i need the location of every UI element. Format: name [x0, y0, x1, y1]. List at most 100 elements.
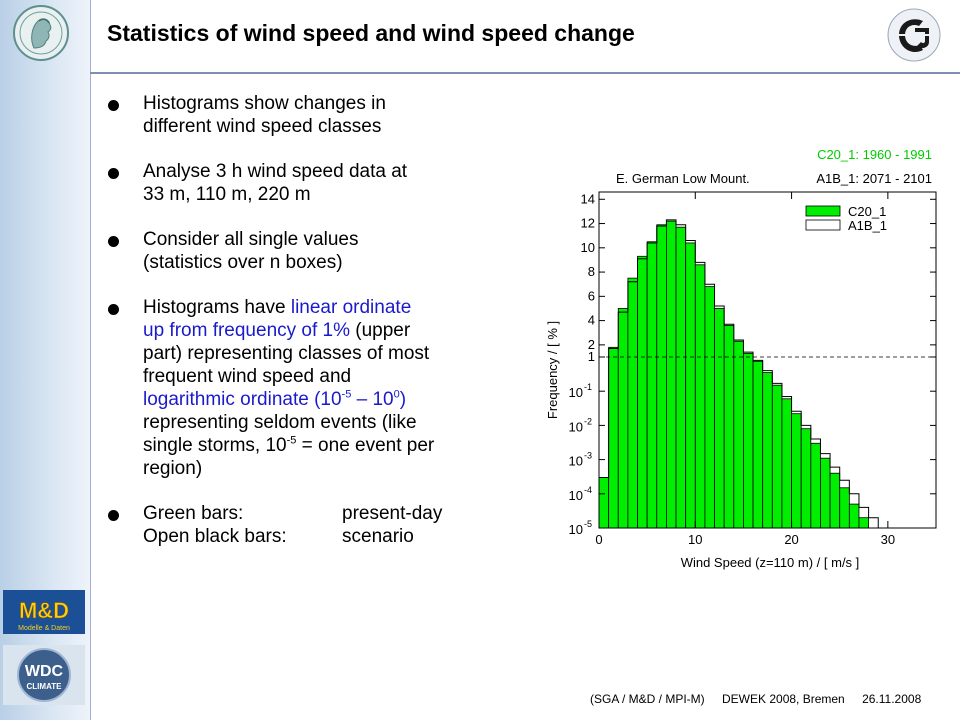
y-tick-label: 10 [569, 522, 583, 537]
x-tick-label: 30 [881, 532, 895, 547]
svg-text:WDC: WDC [25, 663, 64, 680]
highlight-text: up from frequency of 1% [143, 320, 350, 341]
y-tick-label: 10 [581, 240, 595, 255]
highlight-text: logarithmic ordinate (10 [143, 389, 342, 410]
bar-c20 [627, 277, 638, 529]
bar-c20 [714, 308, 725, 529]
y-tick-label: 4 [588, 313, 595, 328]
y-tick-exponent: -2 [584, 416, 592, 426]
highlight-text: linear ordinate [290, 297, 412, 318]
legend-swatch [805, 205, 841, 217]
y-tick-label: 10 [569, 385, 583, 400]
bar-c20 [646, 241, 658, 529]
y-tick-label: 1 [588, 349, 595, 364]
open-bars-label: Open black bars: [143, 526, 287, 547]
outline-a1b [598, 219, 879, 528]
y-tick-label: 10 [569, 419, 583, 434]
bullet-dot-icon [108, 510, 119, 521]
green-bars-label: Green bars: [143, 503, 244, 524]
bullet-item: Consider all single values (statistics o… [100, 228, 520, 274]
open-bars-value: scenario [342, 526, 414, 547]
bullet-dot-icon [108, 168, 119, 179]
bar-c20 [685, 242, 696, 529]
y-tick-exponent: -4 [584, 485, 592, 495]
legend-swatch [805, 219, 841, 231]
y-tick-exponent: -3 [584, 451, 592, 461]
bullet-line: Open black bars: scenario [143, 525, 520, 548]
page-title: Statistics of wind speed and wind speed … [107, 20, 635, 46]
bar-c20 [617, 308, 629, 529]
svg-text:M&D: M&D [19, 598, 69, 623]
bullet-line: different wind speed classes [143, 116, 382, 137]
bullet-line: Green bars: present-day [143, 502, 520, 525]
footer-date: 26.11.2008 [862, 692, 922, 706]
y-tick-label: 12 [581, 216, 595, 231]
bullet-item: Analyse 3 h wind speed data at 33 m, 110… [100, 160, 520, 206]
bar-c20 [656, 224, 667, 529]
period-green-label: C20_1: 1960 - 1991 [817, 147, 932, 162]
bar-c20 [752, 360, 764, 529]
y-axis-label: Frequency / [ % ] [545, 321, 560, 419]
bar-c20 [733, 340, 744, 529]
wind-speed-histogram-chart: C20_1: 1960 - 1991 E. German Low Mount. … [545, 147, 937, 570]
bullet-line: up from frequency of 1% (upper [143, 319, 520, 342]
bullet-line: region) [143, 458, 203, 479]
bullet-line: 33 m, 110 m, 220 m [143, 184, 311, 205]
footer: (SGA / M&D / MPI-M) DEWEK 2008, Bremen 2… [590, 692, 935, 706]
bar-c20 [608, 346, 619, 529]
bar-c20 [839, 487, 850, 529]
period-black-label: A1B_1: 2071 - 2101 [816, 171, 932, 186]
superscript: -5 [341, 388, 352, 401]
bullet-line: frequent wind speed and [143, 366, 352, 387]
superscript: -5 [286, 434, 297, 447]
y-tick-label: 8 [588, 264, 595, 279]
md-logo-icon: M&D Modelle & Daten [3, 590, 85, 634]
bar-c20 [800, 428, 812, 529]
bar-c20 [762, 372, 773, 529]
bullet-text: single storms, 10 [143, 435, 287, 456]
y-tick-label: 2 [588, 337, 595, 352]
highlight-text: ) [399, 389, 407, 410]
bullet-line: (statistics over n boxes) [143, 252, 343, 273]
bar-c20 [704, 286, 715, 529]
bar-c20 [675, 226, 687, 529]
wdc-climate-logo-icon: WDC CLIMATE [3, 645, 85, 705]
bullet-line: Histograms have linear ordinate [143, 296, 520, 319]
bar-c20 [771, 384, 783, 529]
footer-event: DEWEK 2008, Bremen [722, 692, 845, 706]
bullet-text: Histograms have [143, 297, 291, 318]
bullet-item-ordinate: Histograms have linear ordinate up from … [100, 296, 520, 480]
highlight-text: – 10 [351, 389, 394, 410]
bar-c20 [820, 457, 831, 529]
legend-label: C20_1 [848, 204, 886, 219]
sidebar-divider [90, 0, 91, 720]
bullet-dot-icon [108, 304, 119, 315]
bullet-line: representing seldom events (like [143, 412, 417, 433]
bar-c20 [858, 517, 870, 529]
y-tick-label: 10 [569, 488, 583, 503]
bar-c20 [829, 472, 841, 529]
x-tick-label: 10 [688, 532, 702, 547]
bullet-list: Histograms show changes in different win… [100, 92, 520, 570]
svg-text:CLIMATE: CLIMATE [27, 682, 63, 691]
svg-text:Modelle & Daten: Modelle & Daten [18, 625, 70, 632]
bar-c20 [781, 398, 792, 529]
bar-c20 [791, 413, 802, 529]
bar-c20 [743, 352, 754, 529]
bullet-line: Consider all single values [143, 229, 359, 250]
green-bars-value: present-day [342, 503, 443, 524]
x-tick-label: 0 [595, 532, 602, 547]
region-label: E. German Low Mount. [616, 171, 750, 186]
y-tick-label: 6 [588, 288, 595, 303]
bullet-line: single storms, 10-5 = one event per [143, 434, 520, 457]
bar-c20 [598, 477, 610, 529]
footer-source: (SGA / M&D / MPI-M) [590, 692, 705, 706]
bullet-item-legend: Green bars: present-day Open black bars: s… [100, 502, 520, 548]
bar-c20 [723, 325, 735, 529]
y-tick-label: 14 [581, 191, 595, 206]
x-tick-label: 20 [784, 532, 798, 547]
bar-c20 [637, 255, 648, 529]
bullet-text: (upper [350, 320, 411, 341]
bullet-line: logarithmic ordinate (10-5 – 100) [143, 388, 520, 411]
bullet-text: = one event per [296, 435, 435, 456]
